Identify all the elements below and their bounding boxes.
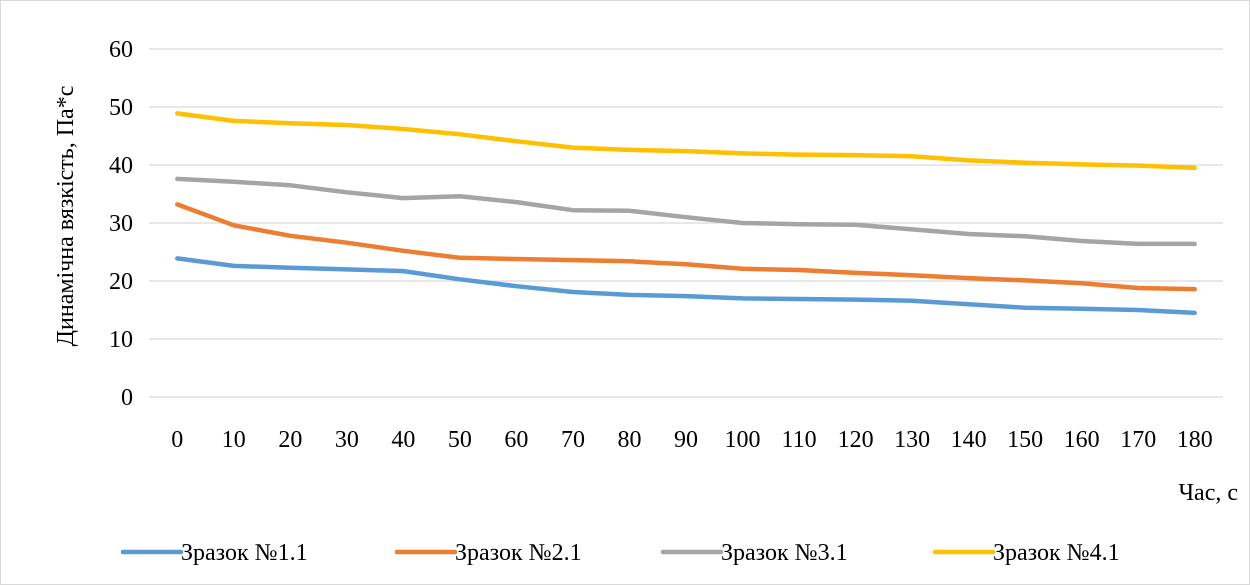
- legend-label-1: Зразок №1.1: [181, 540, 308, 566]
- y-tick-label: 10: [109, 327, 133, 353]
- y-axis-title: Динамічна вязкість, Па*с: [53, 86, 79, 347]
- x-tick-label: 160: [1064, 427, 1100, 453]
- x-tick-label: 10: [222, 427, 246, 453]
- legend-label-4: Зразок №4.1: [993, 540, 1120, 566]
- legend: Зразок №1.1 Зразок №2.1 Зразок №3.1 Зразок …: [120, 540, 1120, 566]
- series-lines: [175, 111, 1197, 316]
- y-tick-labels: 0 10 20 30 40 50 60: [109, 37, 133, 411]
- gridlines: [149, 48, 1223, 398]
- y-tick-label: 30: [109, 211, 133, 237]
- x-tick-label: 120: [838, 427, 874, 453]
- y-tick-label: 50: [109, 95, 133, 121]
- legend-label-3: Зразок №3.1: [721, 540, 848, 566]
- x-tick-label: 180: [1177, 427, 1213, 453]
- y-tick-label: 40: [109, 153, 133, 179]
- x-tick-label: 0: [171, 427, 183, 453]
- x-tick-label: 140: [951, 427, 987, 453]
- series-line-2: [175, 202, 1197, 292]
- x-tick-label: 150: [1007, 427, 1043, 453]
- x-tick-labels: 0 10 20 30 40 50 60 70 80 90 100 110 120 130 140 150 160…: [171, 427, 1212, 453]
- x-tick-label: 90: [674, 427, 698, 453]
- x-tick-label: 20: [278, 427, 302, 453]
- x-tick-label: 60: [504, 427, 528, 453]
- x-tick-label: 30: [335, 427, 359, 453]
- y-tick-label: 0: [121, 385, 133, 411]
- series-line-1: [175, 256, 1197, 316]
- x-tick-label: 50: [448, 427, 472, 453]
- y-tick-label: 60: [109, 37, 133, 63]
- y-tick-label: 20: [109, 269, 133, 295]
- x-axis-title: Час, с: [1178, 480, 1238, 506]
- series-line-3: [175, 176, 1197, 247]
- x-tick-label: 80: [617, 427, 641, 453]
- legend-label-2: Зразок №2.1: [455, 540, 582, 566]
- x-tick-label: 100: [725, 427, 761, 453]
- x-tick-label: 70: [561, 427, 585, 453]
- x-tick-label: 40: [391, 427, 415, 453]
- series-line-4: [175, 111, 1197, 171]
- x-tick-label: 130: [894, 427, 930, 453]
- x-tick-label: 170: [1120, 427, 1156, 453]
- x-tick-label: 110: [781, 427, 816, 453]
